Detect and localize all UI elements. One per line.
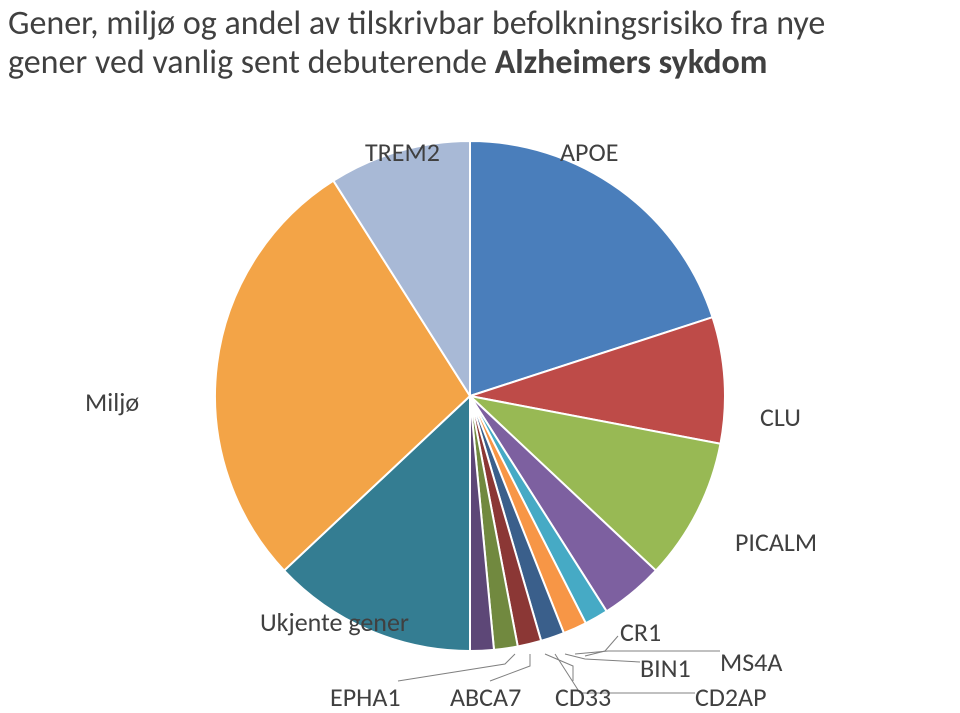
slice-label-trem2: TREM2 <box>365 136 440 168</box>
pie-chart: APOECLUPICALMCR1MS4ABIN1CD2APCD33ABCA7EP… <box>0 96 960 676</box>
leader-line <box>565 654 640 662</box>
chart-title: Gener, miljø og andel av tilskrivbar bef… <box>0 0 960 82</box>
slice-label-apoe: APOE <box>560 136 618 168</box>
title-line-b-bold: Alzheimers sykdom <box>495 42 768 83</box>
leader-line <box>545 654 573 681</box>
leader-line <box>398 654 515 681</box>
slice-label-clu: CLU <box>760 401 801 433</box>
slice-label-abca7: ABCA7 <box>450 681 521 713</box>
slice-label-bin1: BIN1 <box>640 652 691 684</box>
slice-label-cd2ap: CD2AP <box>695 681 767 713</box>
slice-label-cr1: CR1 <box>620 616 661 648</box>
slice-label-epha1: EPHA1 <box>330 681 401 713</box>
slice-label-cd33: CD33 <box>555 681 611 713</box>
slice-label-miljø: Miljø <box>85 386 139 418</box>
slice-label-picalm: PICALM <box>735 526 817 558</box>
title-line-b-prefix: gener ved vanlig sent debuterende <box>8 42 495 83</box>
leader-line <box>490 654 530 681</box>
title-line-a: Gener, miljø og andel av tilskrivbar bef… <box>8 3 825 44</box>
slice-label-ukjente-gener: Ukjente gener <box>260 606 409 638</box>
slice-label-ms4a: MS4A <box>720 646 782 678</box>
